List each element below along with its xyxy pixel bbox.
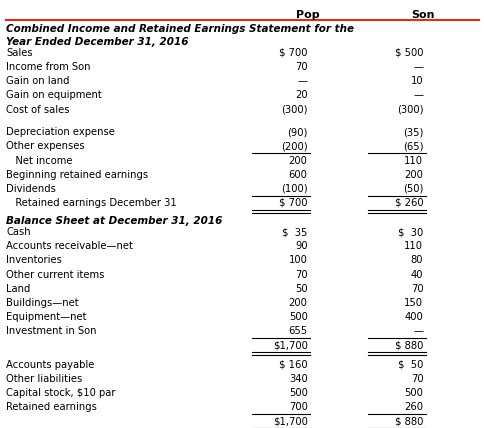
Text: —: — [412, 90, 423, 101]
Text: $ 880: $ 880 [394, 340, 423, 351]
Text: 20: 20 [294, 90, 307, 101]
Text: 100: 100 [288, 256, 307, 265]
Text: Depreciation expense: Depreciation expense [6, 127, 115, 137]
Text: $1,700: $1,700 [272, 340, 307, 351]
Text: (35): (35) [402, 127, 423, 137]
Text: 200: 200 [288, 155, 307, 166]
Text: Accounts payable: Accounts payable [6, 360, 94, 370]
Text: —: — [297, 76, 307, 86]
Text: Son: Son [411, 9, 434, 20]
Text: Balance Sheet at December 31, 2016: Balance Sheet at December 31, 2016 [6, 216, 222, 226]
Text: 500: 500 [404, 388, 423, 398]
Text: $ 880: $ 880 [394, 416, 423, 427]
Text: Cash: Cash [6, 227, 31, 237]
Text: $1,700: $1,700 [272, 416, 307, 427]
Text: 70: 70 [410, 374, 423, 384]
Text: $  35: $ 35 [282, 227, 307, 237]
Text: Sales: Sales [6, 48, 33, 58]
Text: 260: 260 [404, 402, 423, 412]
Text: 655: 655 [288, 326, 307, 336]
Text: $ 500: $ 500 [394, 48, 423, 58]
Text: 50: 50 [294, 284, 307, 294]
Text: Inventories: Inventories [6, 256, 62, 265]
Text: Pop: Pop [295, 9, 319, 20]
Text: Capital stock, $10 par: Capital stock, $10 par [6, 388, 116, 398]
Text: 70: 70 [294, 270, 307, 279]
Text: Beginning retained earnings: Beginning retained earnings [6, 169, 148, 180]
Text: (50): (50) [402, 184, 423, 194]
Text: $ 700: $ 700 [278, 48, 307, 58]
Text: Year Ended December 31, 2016: Year Ended December 31, 2016 [6, 37, 188, 47]
Text: —: — [412, 326, 423, 336]
Text: 70: 70 [294, 62, 307, 72]
Text: $ 260: $ 260 [394, 198, 423, 208]
Text: $ 700: $ 700 [278, 198, 307, 208]
Text: 110: 110 [404, 155, 423, 166]
Text: Cost of sales: Cost of sales [6, 104, 70, 115]
Text: 600: 600 [288, 169, 307, 180]
Text: 150: 150 [404, 298, 423, 308]
Text: Income from Son: Income from Son [6, 62, 91, 72]
Text: (65): (65) [402, 141, 423, 152]
Text: 70: 70 [410, 284, 423, 294]
Text: 10: 10 [410, 76, 423, 86]
Text: 200: 200 [288, 298, 307, 308]
Text: 200: 200 [404, 169, 423, 180]
Text: (300): (300) [396, 104, 423, 115]
Text: $ 160: $ 160 [278, 360, 307, 370]
Text: Dividends: Dividends [6, 184, 56, 194]
Text: Other liabilities: Other liabilities [6, 374, 82, 384]
Text: 500: 500 [288, 312, 307, 322]
Text: 40: 40 [410, 270, 423, 279]
Text: Retained earnings December 31: Retained earnings December 31 [6, 198, 177, 208]
Text: 340: 340 [288, 374, 307, 384]
Text: Other expenses: Other expenses [6, 141, 85, 152]
Text: Equipment—net: Equipment—net [6, 312, 87, 322]
Text: (100): (100) [280, 184, 307, 194]
Text: Investment in Son: Investment in Son [6, 326, 96, 336]
Text: 400: 400 [404, 312, 423, 322]
Text: 110: 110 [404, 241, 423, 251]
Text: Gain on equipment: Gain on equipment [6, 90, 102, 101]
Text: (300): (300) [281, 104, 307, 115]
Text: Accounts receivable—net: Accounts receivable—net [6, 241, 133, 251]
Text: 80: 80 [410, 256, 423, 265]
Text: Net income: Net income [6, 155, 73, 166]
Text: (90): (90) [287, 127, 307, 137]
Text: 90: 90 [294, 241, 307, 251]
Text: —: — [412, 62, 423, 72]
Text: Gain on land: Gain on land [6, 76, 70, 86]
Text: Land: Land [6, 284, 30, 294]
Text: 500: 500 [288, 388, 307, 398]
Text: 700: 700 [288, 402, 307, 412]
Text: Other current items: Other current items [6, 270, 105, 279]
Text: $  50: $ 50 [397, 360, 423, 370]
Text: Retained earnings: Retained earnings [6, 402, 97, 412]
Text: $  30: $ 30 [397, 227, 423, 237]
Text: (200): (200) [280, 141, 307, 152]
Text: Buildings—net: Buildings—net [6, 298, 79, 308]
Text: Combined Income and Retained Earnings Statement for the: Combined Income and Retained Earnings St… [6, 24, 353, 34]
